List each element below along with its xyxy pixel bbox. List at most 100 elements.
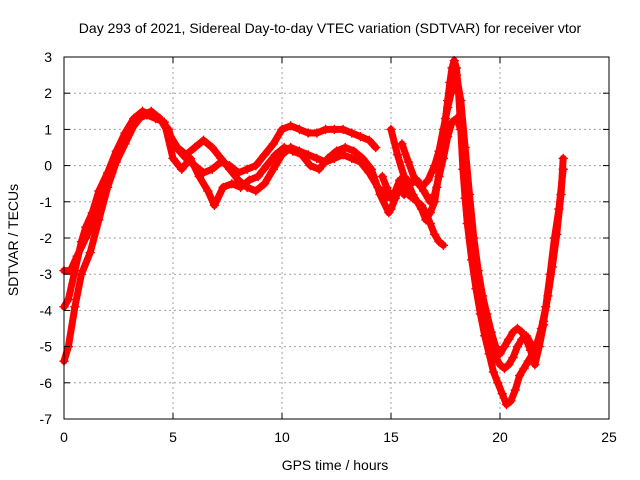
data-point-marker	[434, 146, 444, 156]
data-point-marker	[456, 95, 466, 106]
data-point-marker	[514, 370, 525, 381]
data-point-marker	[438, 153, 449, 164]
data-point-marker	[386, 124, 396, 135]
data-point-marker	[259, 149, 270, 160]
x-tick-label: 20	[492, 429, 508, 445]
y-tick-label: 3	[44, 49, 52, 65]
data-point-marker	[98, 193, 108, 203]
data-point-marker	[534, 341, 544, 352]
data-point-marker	[451, 70, 462, 80]
data-point-marker	[224, 164, 235, 174]
data-point-marker	[429, 160, 440, 171]
data-point-marker	[349, 146, 359, 156]
data-point-marker	[490, 341, 501, 352]
data-point-marker	[235, 182, 246, 193]
data-point-marker	[124, 124, 135, 135]
data-point-marker	[493, 378, 503, 388]
y-tick-label: -1	[40, 194, 53, 210]
data-point-marker	[85, 247, 95, 258]
data-point-marker	[203, 186, 213, 196]
data-point-marker	[403, 189, 414, 200]
data-point-marker	[207, 164, 217, 174]
data-point-marker	[403, 157, 414, 167]
data-point-marker	[447, 84, 457, 95]
y-tick-label: -4	[40, 302, 53, 318]
data-point-marker	[251, 160, 261, 171]
y-tick-label: -3	[40, 266, 53, 282]
data-point-marker	[347, 153, 357, 164]
data-point-marker	[429, 189, 440, 200]
data-point-marker	[508, 352, 518, 363]
data-point-marker	[392, 149, 403, 160]
data-point-marker	[227, 178, 237, 189]
x-tick-label: 10	[274, 429, 290, 445]
data-point-marker	[63, 294, 74, 305]
data-point-marker	[429, 229, 440, 240]
data-point-marker	[434, 236, 444, 247]
data-point-marker	[495, 359, 505, 370]
data-point-marker	[412, 197, 422, 207]
grid-lines	[64, 57, 609, 419]
data-point-marker	[168, 153, 178, 164]
data-point-marker	[65, 265, 76, 276]
series-track-3	[59, 110, 394, 276]
data-point-marker	[296, 149, 307, 160]
data-point-marker	[305, 160, 316, 171]
y-tick-label: 2	[44, 85, 52, 101]
data-point-marker	[207, 142, 217, 153]
y-tick-label: -5	[40, 339, 53, 355]
x-axis-label: GPS time / hours	[282, 457, 389, 473]
data-point-marker	[410, 175, 420, 185]
data-point-marker	[142, 110, 152, 120]
data-point-marker	[425, 197, 435, 207]
data-point-marker	[442, 102, 453, 113]
data-point-marker	[525, 345, 536, 355]
data-point-marker	[253, 171, 263, 182]
data-point-marker	[399, 171, 409, 182]
data-point-marker	[381, 182, 392, 193]
data-point-marker	[464, 189, 475, 200]
data-point-marker	[312, 153, 322, 164]
data-point-marker	[477, 291, 488, 301]
data-point-marker	[218, 182, 228, 193]
data-point-marker	[423, 175, 433, 185]
data-point-marker	[259, 178, 270, 189]
data-point-marker	[277, 124, 287, 135]
data-point-marker	[329, 124, 340, 135]
series-track-6	[397, 70, 549, 370]
data-point-marker	[294, 124, 305, 135]
data-point-marker	[375, 189, 385, 200]
data-point-marker	[473, 265, 483, 276]
series-track-7	[377, 171, 449, 250]
data-point-marker	[497, 388, 507, 399]
series-trace	[60, 107, 380, 311]
data-point-marker	[244, 175, 255, 185]
data-point-marker	[508, 327, 518, 337]
data-point-marker	[377, 171, 388, 182]
data-point-marker	[482, 309, 492, 319]
data-point-marker	[421, 207, 431, 218]
data-point-marker	[438, 124, 449, 135]
data-series	[59, 55, 568, 410]
data-point-marker	[551, 229, 562, 240]
data-point-marker	[386, 204, 396, 214]
data-point-marker	[519, 363, 529, 374]
x-tick-label: 0	[60, 429, 68, 445]
data-point-marker	[503, 334, 514, 345]
y-tick-label: -2	[40, 230, 53, 246]
data-point-marker	[434, 171, 444, 182]
data-point-marker	[81, 233, 91, 243]
data-point-marker	[314, 164, 324, 174]
data-point-marker	[547, 262, 558, 272]
data-point-marker	[512, 323, 523, 334]
data-point-marker	[150, 113, 161, 124]
data-point-marker	[323, 153, 333, 164]
data-point-marker	[303, 128, 313, 138]
data-point-marker	[94, 186, 104, 196]
y-tick-label: -6	[40, 375, 53, 391]
data-point-marker	[176, 164, 187, 174]
series-trace	[60, 111, 393, 275]
x-tick-label: 5	[169, 429, 177, 445]
data-point-marker	[460, 142, 470, 153]
